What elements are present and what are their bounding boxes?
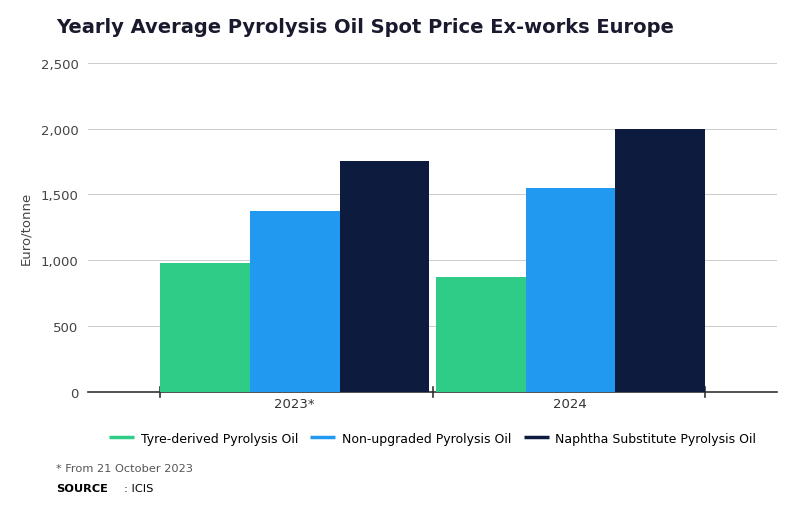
Text: * From 21 October 2023: * From 21 October 2023 [56,463,193,473]
Text: : ICIS: : ICIS [124,484,154,494]
Bar [250,211,340,392]
Bar [160,264,250,392]
Bar [340,162,429,392]
Text: SOURCE: SOURCE [56,484,108,494]
Text: Yearly Average Pyrolysis Oil Spot Price Ex-works Europe: Yearly Average Pyrolysis Oil Spot Price … [56,18,674,37]
Bar [436,277,525,392]
Bar [525,188,615,392]
Legend: Tyre-derived Pyrolysis Oil, Non-upgraded Pyrolysis Oil, Naphtha Substitute Pyrol: Tyre-derived Pyrolysis Oil, Non-upgraded… [104,427,761,450]
Y-axis label: Euro/tonne: Euro/tonne [19,191,32,264]
Bar [615,129,705,392]
